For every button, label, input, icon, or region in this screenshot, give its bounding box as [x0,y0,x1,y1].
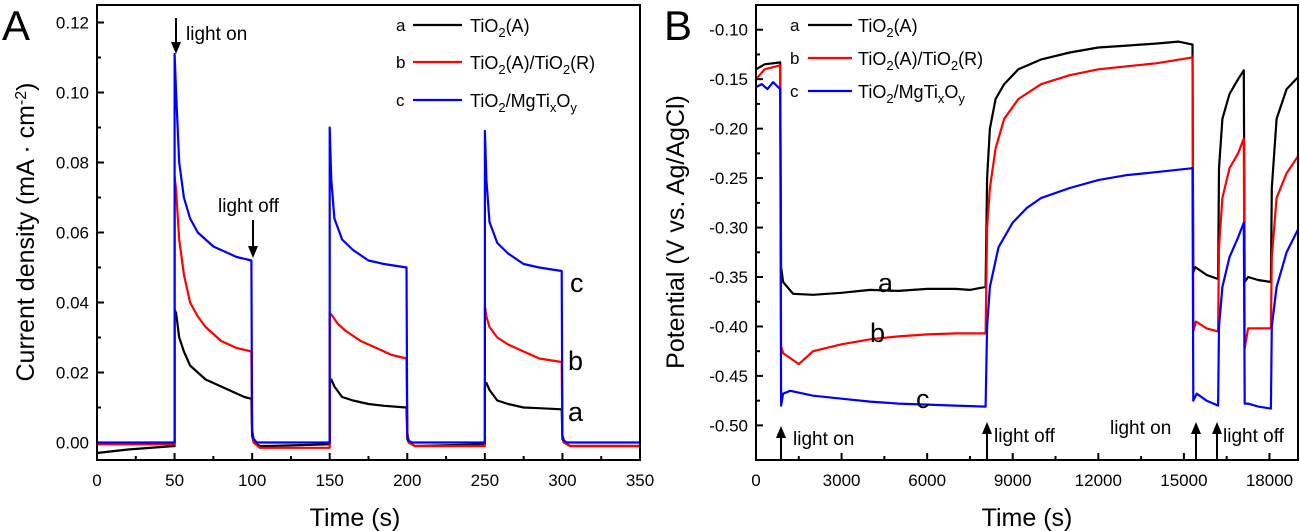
panel-b-y-tick-label: -0.35 [709,268,748,287]
svg-text:light off: light off [1223,426,1285,447]
svg-text:light on: light on [1110,418,1171,439]
panel-a-x-tick-label: 350 [626,471,654,490]
panel-b-annotation-light-on-1: light on [776,426,854,460]
panel-a-y-tick-label: 0.02 [56,364,89,383]
svg-text:light off: light off [994,426,1056,447]
panel-a-x-tick-label: 100 [238,471,266,490]
panel-a-y-tick-label: 0.04 [56,294,89,313]
panel-b-curve-label-c: c [916,384,930,414]
panel-a-curve-label-a: a [568,397,584,427]
panel-b-x-tick-label: 6000 [908,471,946,490]
panel-b-x-tick-label: 12000 [1075,471,1122,490]
panel-b-legend: a TiO2(A) b TiO2(A)/TiO2(R) c TiO2/MgTix… [790,16,983,106]
svg-text:a: a [790,16,800,35]
panel-letter-b: B [664,2,692,49]
panel-b-x-tick-label: 3000 [823,471,861,490]
panel-b-y-tick-label: -0.10 [709,21,748,40]
panel-a: A 0 50 100 150 200 250 300 3500.000.020.040.060… [2,2,654,531]
panel-b-annotation-light-off-1: light off [982,422,1056,460]
panel-b-y-tick-label: -0.50 [709,416,748,435]
panel-b-legend-item-a: a TiO2(A) [790,16,918,40]
panel-b-y-tick-label: -0.20 [709,120,748,139]
panel-b-x-tick-label: 0 [751,471,760,490]
panel-b-legend-item-b: b TiO2(A)/TiO2(R) [790,49,983,73]
panel-b-annotation-light-on-2: light on [1110,418,1201,460]
panel-a-y-tick-label: 0.08 [56,154,89,173]
panel-a-legend: a TiO2(A) b TiO2(A)/TiO2(R) c TiO2/MgTix… [396,16,595,115]
panel-b-y-tick-label: -0.30 [709,219,748,238]
svg-text:c: c [790,82,799,101]
panel-b-y-tick-label: -0.25 [709,169,748,188]
panel-b-series-c [755,81,1299,410]
panel-b-x-tick-label: 15000 [1160,471,1207,490]
svg-text:TiO2/MgTixOy: TiO2/MgTixOy [470,91,577,115]
panel-b-plot-frame [755,4,1299,461]
panel-a-x-tick-label: 150 [316,471,344,490]
panel-b-y-tick-label: -0.15 [709,70,748,89]
panel-a-series-a [96,308,640,455]
panel-b-y-axis-title: Potential (V vs. Ag/AgCl) [662,95,690,369]
svg-text:TiO2(A): TiO2(A) [858,16,918,40]
panel-a-series-b [97,175,640,449]
panel-a-y-tick-label: 0.10 [56,84,89,103]
svg-text:b: b [396,53,405,72]
panel-a-y-tick-label: 0.12 [56,14,89,33]
panel-b-legend-item-c: c TiO2/MgTixOy [790,82,965,106]
panel-b: B 0 3000 6000 9000 12000 15000 18000 -0.50 -0.45… [662,2,1299,531]
panel-b-series-a [755,40,1299,296]
svg-text:light on: light on [186,24,247,45]
panel-a-curve-label-c: c [570,268,584,298]
panel-a-y-tick-label: 0.06 [56,224,89,243]
svg-text:a: a [396,16,406,35]
panel-a-legend-item-c: c TiO2/MgTixOy [396,91,577,115]
panel-a-plot-frame [96,4,641,461]
svg-text:TiO2(A): TiO2(A) [470,16,530,40]
panel-b-curve-label-b: b [870,318,885,348]
panel-b-y-tick-label: -0.40 [709,317,748,336]
svg-text:b: b [790,49,799,68]
panel-b-x-tick-label: 18000 [1246,471,1293,490]
panel-a-legend-item-b: b TiO2(A)/TiO2(R) [396,53,595,77]
panel-a-x-tick-label: 250 [471,471,499,490]
svg-text:TiO2/MgTixOy: TiO2/MgTixOy [858,82,965,106]
panel-a-x-tick-label: 300 [548,471,576,490]
panel-a-y-tick-label: 0.00 [56,434,89,453]
svg-text:c: c [396,91,405,110]
svg-text:light on: light on [793,429,854,450]
panel-b-ticks: 0 3000 6000 9000 12000 15000 18000 -0.50 -0.45 -0… [709,21,1293,490]
panel-b-annotation-light-off-2: light off [1212,422,1285,460]
panel-a-annotation-light-on: light on [171,18,247,54]
panel-a-series-c [97,52,640,444]
panel-a-x-tick-label: 50 [165,471,184,490]
panel-a-curve-label-b: b [568,346,583,376]
svg-text:TiO2(A)/TiO2(R): TiO2(A)/TiO2(R) [858,49,983,73]
panel-b-curve-label-a: a [878,268,894,298]
panel-a-x-tick-label: 200 [393,471,421,490]
panel-b-series [755,40,1299,410]
panel-a-series [96,52,640,455]
panel-b-y-tick-label: -0.45 [709,367,748,386]
panel-b-x-tick-label: 9000 [994,471,1032,490]
panel-a-annotation-light-off: light off [218,196,280,258]
panel-a-legend-item-a: a TiO2(A) [396,16,530,40]
panel-b-series-b [755,56,1299,366]
panel-letter-a: A [2,2,30,49]
svg-text:TiO2(A)/TiO2(R): TiO2(A)/TiO2(R) [470,53,595,77]
panel-a-y-axis-title: Current density (mA · cm-2) [12,82,40,381]
panel-a-ticks: 0 50 100 150 200 250 300 350 0.00 0.02 0.04 0.06 0.0… [56,14,654,491]
panel-b-x-axis-title: Time (s) [982,504,1073,531]
svg-text:light off: light off [218,196,280,217]
panel-a-x-axis-title: Time (s) [310,504,401,531]
panel-a-x-tick-label: 0 [92,471,101,490]
